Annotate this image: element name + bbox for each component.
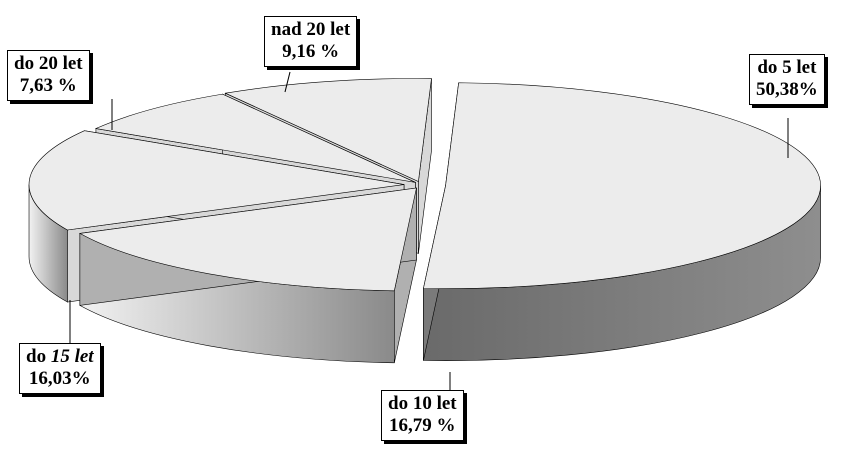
pie-slice-top: [28, 130, 405, 231]
pie-slice-top: [94, 93, 416, 183]
slice-label-do-20-let: do 20 let 7,63 %: [7, 50, 90, 101]
pie-slice-top: [224, 78, 432, 182]
slice-label-do-15-let: do 15 let 16,03%: [19, 343, 101, 394]
slice-label-nad-20-let: nad 20 let 9,16 %: [264, 16, 358, 67]
pie-slice-top: [423, 82, 821, 289]
slice-label-do-10-let: do 10 let 16,79 %: [381, 390, 464, 441]
slice-label-do-5-let: do 5 let 50,38%: [749, 54, 825, 105]
label-leader-line: [284, 71, 291, 93]
pie-slice: [423, 82, 821, 361]
pie-slice: [78, 187, 417, 364]
pie-slice-top: [78, 187, 417, 292]
